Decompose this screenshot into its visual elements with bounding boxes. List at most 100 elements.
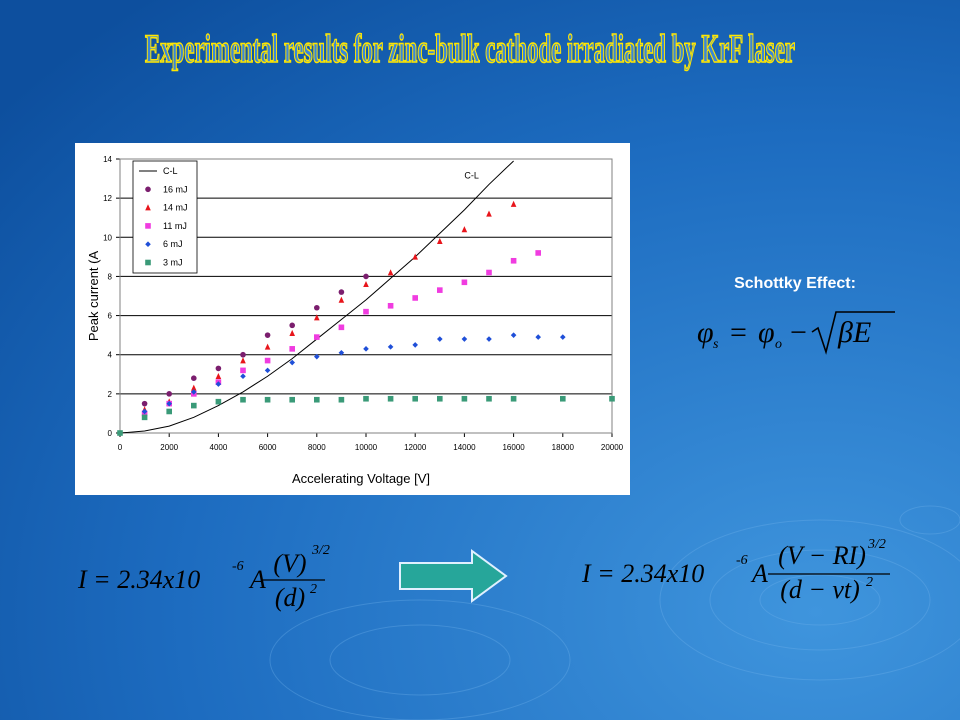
x-tick-label: 4000 bbox=[210, 443, 228, 452]
y-tick-label: 14 bbox=[103, 155, 112, 164]
data-point bbox=[338, 289, 345, 295]
annotation: C-L bbox=[464, 171, 479, 181]
data-point bbox=[363, 308, 369, 315]
data-point bbox=[240, 373, 246, 380]
data-point bbox=[191, 402, 197, 409]
data-point bbox=[289, 329, 295, 336]
data-point bbox=[314, 314, 320, 321]
data-point bbox=[560, 395, 566, 402]
y-tick-label: 8 bbox=[108, 272, 113, 281]
data-point bbox=[166, 400, 172, 407]
data-point bbox=[215, 372, 222, 380]
data-point bbox=[314, 304, 320, 311]
y-tick-label: 12 bbox=[103, 194, 112, 203]
data-point bbox=[215, 381, 222, 387]
data-point bbox=[289, 396, 295, 403]
data-point bbox=[412, 295, 418, 301]
eq-symbol: φ bbox=[697, 316, 714, 349]
legend-marker bbox=[145, 241, 151, 247]
y-tick-label: 2 bbox=[108, 390, 113, 399]
data-point bbox=[461, 395, 468, 402]
eq-text: A bbox=[750, 559, 768, 588]
data-point bbox=[289, 359, 295, 366]
data-point bbox=[510, 257, 517, 264]
eq-symbol: βE bbox=[837, 316, 871, 349]
eq-text: I = 2.34x10 bbox=[581, 559, 704, 588]
eq-power: 3/2 bbox=[867, 537, 886, 552]
arrow bbox=[399, 549, 508, 603]
x-tick-label: 0 bbox=[118, 443, 123, 452]
data-point bbox=[486, 336, 492, 342]
data-point bbox=[191, 375, 197, 382]
legend-box bbox=[132, 160, 198, 274]
ripples bbox=[269, 505, 960, 720]
legend-marker bbox=[145, 223, 151, 229]
data-point bbox=[486, 269, 492, 276]
data-point bbox=[461, 336, 468, 342]
eq-subscript: o bbox=[775, 337, 782, 352]
y-axis-label: Peak current (A bbox=[86, 251, 101, 342]
data-point bbox=[535, 250, 541, 256]
x-tick-label: 10000 bbox=[355, 443, 378, 452]
eq-text: I = 2.34x10 bbox=[77, 565, 200, 594]
plot-frame bbox=[119, 158, 613, 434]
x-tick-label: 16000 bbox=[502, 443, 525, 452]
data-point bbox=[486, 210, 492, 217]
equation-before: I = 2.34x10 -6 A (V) 3/2 (d) 2 bbox=[77, 543, 330, 612]
data-point bbox=[363, 280, 369, 288]
equation-after: I = 2.34x10 -6 A (V − RI) 3/2 (d − vt) 2 bbox=[581, 537, 890, 604]
eq-power: 3/2 bbox=[311, 543, 330, 558]
data-point bbox=[437, 336, 443, 342]
data-point bbox=[363, 395, 369, 402]
eq-power: 2 bbox=[866, 575, 873, 590]
data-point bbox=[461, 226, 468, 233]
legend-label: 6 mJ bbox=[163, 239, 183, 249]
data-point bbox=[117, 430, 123, 436]
data-point bbox=[486, 395, 492, 402]
eq-subscript: s bbox=[713, 337, 719, 352]
chart: 0 2 4 6 8 10 12 14 0 2000 4000 6000 8000 10000 12000 14… bbox=[86, 155, 624, 486]
data-point bbox=[560, 334, 566, 340]
eq-exponent: -6 bbox=[736, 553, 748, 568]
x-tick-label: 2000 bbox=[160, 443, 178, 452]
data-point bbox=[412, 342, 418, 348]
data-point bbox=[609, 395, 615, 402]
data-point bbox=[191, 384, 197, 391]
data-point bbox=[338, 349, 345, 356]
data-point bbox=[412, 395, 418, 402]
side-label: Schottky Effect: bbox=[734, 275, 856, 292]
y-tick-label: 4 bbox=[108, 351, 113, 360]
data-point bbox=[338, 396, 345, 403]
x-tick-label: 14000 bbox=[453, 443, 476, 452]
y-tick-label: 0 bbox=[108, 429, 113, 438]
data-point bbox=[141, 414, 148, 421]
slide-title: Experimental results for zinc-bulk catho… bbox=[145, 26, 795, 71]
data-point bbox=[363, 346, 369, 352]
x-tick-label: 6000 bbox=[259, 443, 277, 452]
data-point bbox=[314, 334, 320, 340]
eq-symbol: = bbox=[730, 316, 747, 349]
schottky-equation: φ s = φ o − βE bbox=[697, 311, 895, 355]
data-point bbox=[240, 357, 246, 364]
data-point bbox=[289, 346, 295, 352]
legend-marker bbox=[145, 204, 151, 211]
x-tick-label: 18000 bbox=[552, 443, 575, 452]
data-point bbox=[240, 367, 246, 374]
legend-marker bbox=[145, 186, 151, 193]
data-point bbox=[510, 395, 517, 402]
legend-label: 11 mJ bbox=[163, 221, 187, 231]
x-axis-label: Accelerating Voltage [V] bbox=[292, 471, 430, 486]
data-point bbox=[264, 396, 271, 403]
data-point bbox=[510, 200, 517, 207]
data-point bbox=[240, 396, 246, 403]
x-tick-label: 20000 bbox=[601, 443, 624, 452]
data-point bbox=[535, 334, 541, 340]
data-point bbox=[191, 389, 197, 395]
eq-text: A bbox=[248, 565, 266, 594]
eq-numerator: (V) bbox=[273, 549, 306, 578]
data-point bbox=[461, 279, 468, 286]
data-point bbox=[437, 395, 443, 402]
data-point bbox=[264, 367, 271, 374]
data-point bbox=[289, 322, 296, 329]
